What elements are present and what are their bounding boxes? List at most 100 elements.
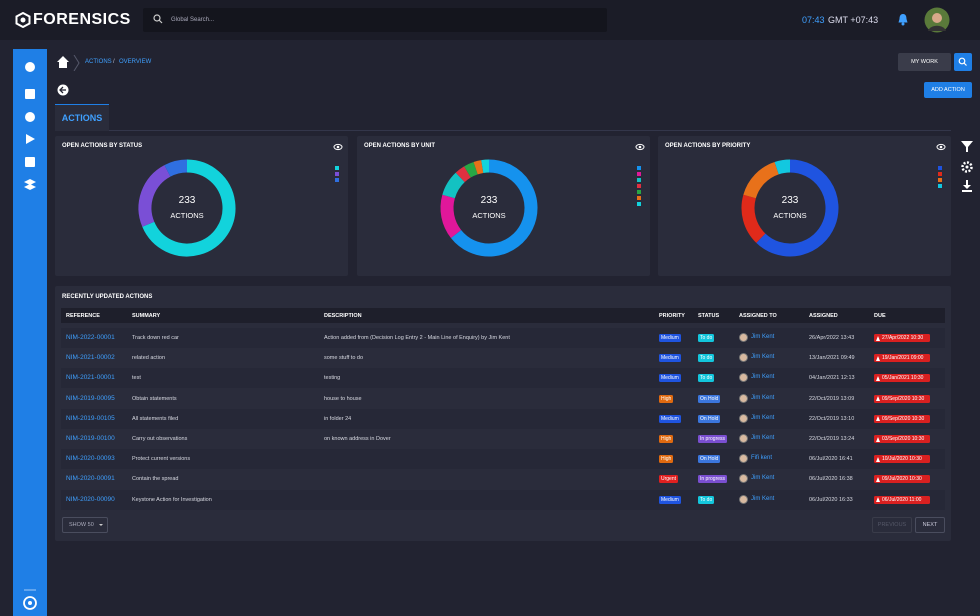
- next-button[interactable]: NEXT: [915, 517, 945, 533]
- column-header[interactable]: PRIORITY: [659, 313, 685, 319]
- due-badge: 09/Jul/2020 10:30: [874, 475, 930, 484]
- warning-icon: [876, 375, 880, 381]
- actions-tab[interactable]: ACTIONS: [55, 104, 109, 131]
- donut-segment: [440, 194, 462, 239]
- search-box[interactable]: [143, 8, 607, 32]
- legend-swatch: [637, 190, 641, 194]
- column-header[interactable]: DESCRIPTION: [324, 313, 362, 319]
- assignee-name[interactable]: Jim Kent: [751, 435, 775, 441]
- column-header[interactable]: STATUS: [698, 313, 720, 319]
- logo: FORENSICS: [33, 11, 131, 28]
- summary-cell: All statements filed: [132, 415, 179, 422]
- user-avatar[interactable]: [924, 7, 950, 33]
- assignee-name[interactable]: Fifi kent: [751, 455, 773, 462]
- warning-icon: [876, 456, 880, 462]
- donut-segment: [741, 194, 766, 243]
- sidebar-icons[interactable]: [13, 55, 47, 616]
- reference-cell[interactable]: NIM-2020-00093: [66, 455, 115, 463]
- due-badge: 06/Jul/2020 11:00: [874, 495, 930, 504]
- summary-cell: Track down red car: [132, 335, 179, 341]
- donut-chart: 233 ACTIONS: [741, 143, 946, 257]
- timezone: GMT +07:43: [828, 15, 879, 25]
- priority-badge: Urgent: [659, 475, 679, 484]
- breadcrumb-overview[interactable]: OVERVIEW: [119, 59, 152, 65]
- eye-pupil: [939, 145, 943, 149]
- assignee-name[interactable]: Jim Kent: [751, 475, 775, 482]
- eye-icon: [635, 143, 645, 151]
- legend-swatch: [938, 166, 942, 170]
- table-row: [61, 348, 945, 369]
- reference-cell[interactable]: NIM-2021-00001: [66, 374, 115, 382]
- assignee-avatar: [739, 494, 748, 504]
- toolbar-icons[interactable]: [958, 138, 976, 198]
- search-button[interactable]: [954, 53, 972, 71]
- legend-swatch: [335, 178, 339, 182]
- priority-badge: Medium: [659, 374, 681, 383]
- chart-title: OPEN ACTIONS BY PRIORITY: [665, 143, 751, 149]
- eye-icon: [936, 143, 946, 151]
- summary-cell: Contain the spread: [132, 476, 179, 483]
- bell-icon[interactable]: [897, 13, 909, 26]
- my-work-button[interactable]: MY WORK: [898, 53, 951, 71]
- summary-cell: test: [132, 375, 141, 382]
- donut-segment: [481, 159, 490, 173]
- table-row: [61, 328, 945, 348]
- status-badge: In progress: [698, 435, 728, 443]
- reference-cell[interactable]: NIM-2022-00001: [66, 334, 115, 341]
- previous-button[interactable]: PREVIOUS: [872, 517, 912, 533]
- status-badge: On Hold: [698, 455, 721, 464]
- donut-center-value: 233: [179, 195, 196, 206]
- status-badge: In progress: [698, 475, 728, 484]
- due-badge: 05/Jan/2021 10:30: [874, 374, 930, 383]
- legend-swatch: [938, 178, 942, 182]
- assignee-name[interactable]: Jim Kent: [751, 394, 775, 401]
- table-row: [61, 489, 945, 510]
- due-badge: 27/Apr/2022 10:30: [874, 334, 930, 342]
- assignee-avatar: [739, 373, 748, 383]
- assignee-name[interactable]: Jim Kent: [751, 495, 775, 502]
- search-placeholder: Global Search...: [171, 17, 215, 23]
- reference-cell[interactable]: NIM-2019-00100: [66, 435, 115, 442]
- donut-center-label: ACTIONS: [170, 211, 203, 220]
- table-row: [61, 408, 945, 429]
- breadcrumb-separator: /: [113, 59, 115, 65]
- warning-icon: [876, 497, 880, 503]
- home-icon[interactable]: [56, 55, 86, 71]
- description-cell: house to house: [324, 395, 362, 402]
- legend-swatch: [938, 184, 942, 188]
- reference-cell[interactable]: NIM-2019-00105: [66, 414, 115, 422]
- description-cell: Action added from (Decision Log Entry 2 …: [324, 335, 510, 341]
- assignee-avatar: [739, 393, 748, 403]
- clock: 07:43: [802, 15, 825, 25]
- column-header[interactable]: ASSIGNED TO: [739, 313, 777, 319]
- reference-cell[interactable]: NIM-2021-00002: [66, 354, 115, 362]
- back-button[interactable]: [57, 84, 69, 96]
- reference-cell[interactable]: NIM-2019-00095: [66, 394, 115, 402]
- donut-center-value: 233: [481, 195, 498, 206]
- warning-icon: [876, 355, 880, 361]
- assignee-name[interactable]: Jim Kent: [751, 354, 775, 361]
- warning-icon: [876, 476, 880, 482]
- column-header[interactable]: DUE: [874, 313, 886, 319]
- description-cell: on known address in Dover: [324, 436, 391, 442]
- reference-cell[interactable]: NIM-2020-00090: [66, 495, 115, 503]
- column-header[interactable]: ASSIGNED: [809, 313, 838, 319]
- assignee-name[interactable]: Jim Kent: [751, 414, 775, 421]
- column-header[interactable]: REFERENCE: [66, 313, 100, 319]
- assigned-cell: 04/Jan/2021 12:13: [809, 375, 855, 382]
- eye-pupil: [336, 145, 340, 149]
- donut-segment: [450, 159, 538, 257]
- assignee-name[interactable]: Jim Kent: [751, 374, 775, 381]
- reference-cell[interactable]: NIM-2020-00091: [66, 475, 115, 483]
- breadcrumb-actions[interactable]: ACTIONS: [85, 59, 112, 65]
- legend-swatch: [637, 166, 641, 170]
- search-icon: [153, 14, 163, 24]
- column-header[interactable]: SUMMARY: [132, 313, 161, 319]
- table-row: [61, 469, 945, 490]
- priority-badge: Medium: [659, 414, 681, 423]
- donut-segment: [774, 159, 791, 175]
- assignee-name[interactable]: Jim Kent: [751, 334, 775, 340]
- add-action-button[interactable]: ADD ACTION: [924, 82, 972, 98]
- page-size-select[interactable]: SHOW 50: [62, 517, 108, 533]
- description-cell: in folder 24: [324, 415, 352, 422]
